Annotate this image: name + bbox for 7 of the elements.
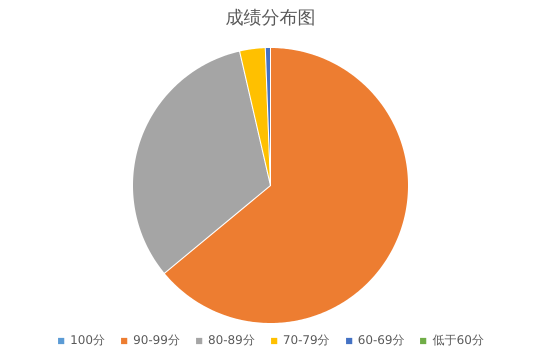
legend-label: 60-69分 <box>358 332 405 349</box>
legend-label: 低于60分 <box>432 332 484 349</box>
legend-label: 80-89分 <box>208 332 255 349</box>
legend-label: 70-79分 <box>282 332 330 349</box>
legend-label: 100分 <box>70 332 106 349</box>
legend-label: 90-99分 <box>133 332 180 349</box>
chart-title: 成绩分布图 <box>226 8 316 28</box>
